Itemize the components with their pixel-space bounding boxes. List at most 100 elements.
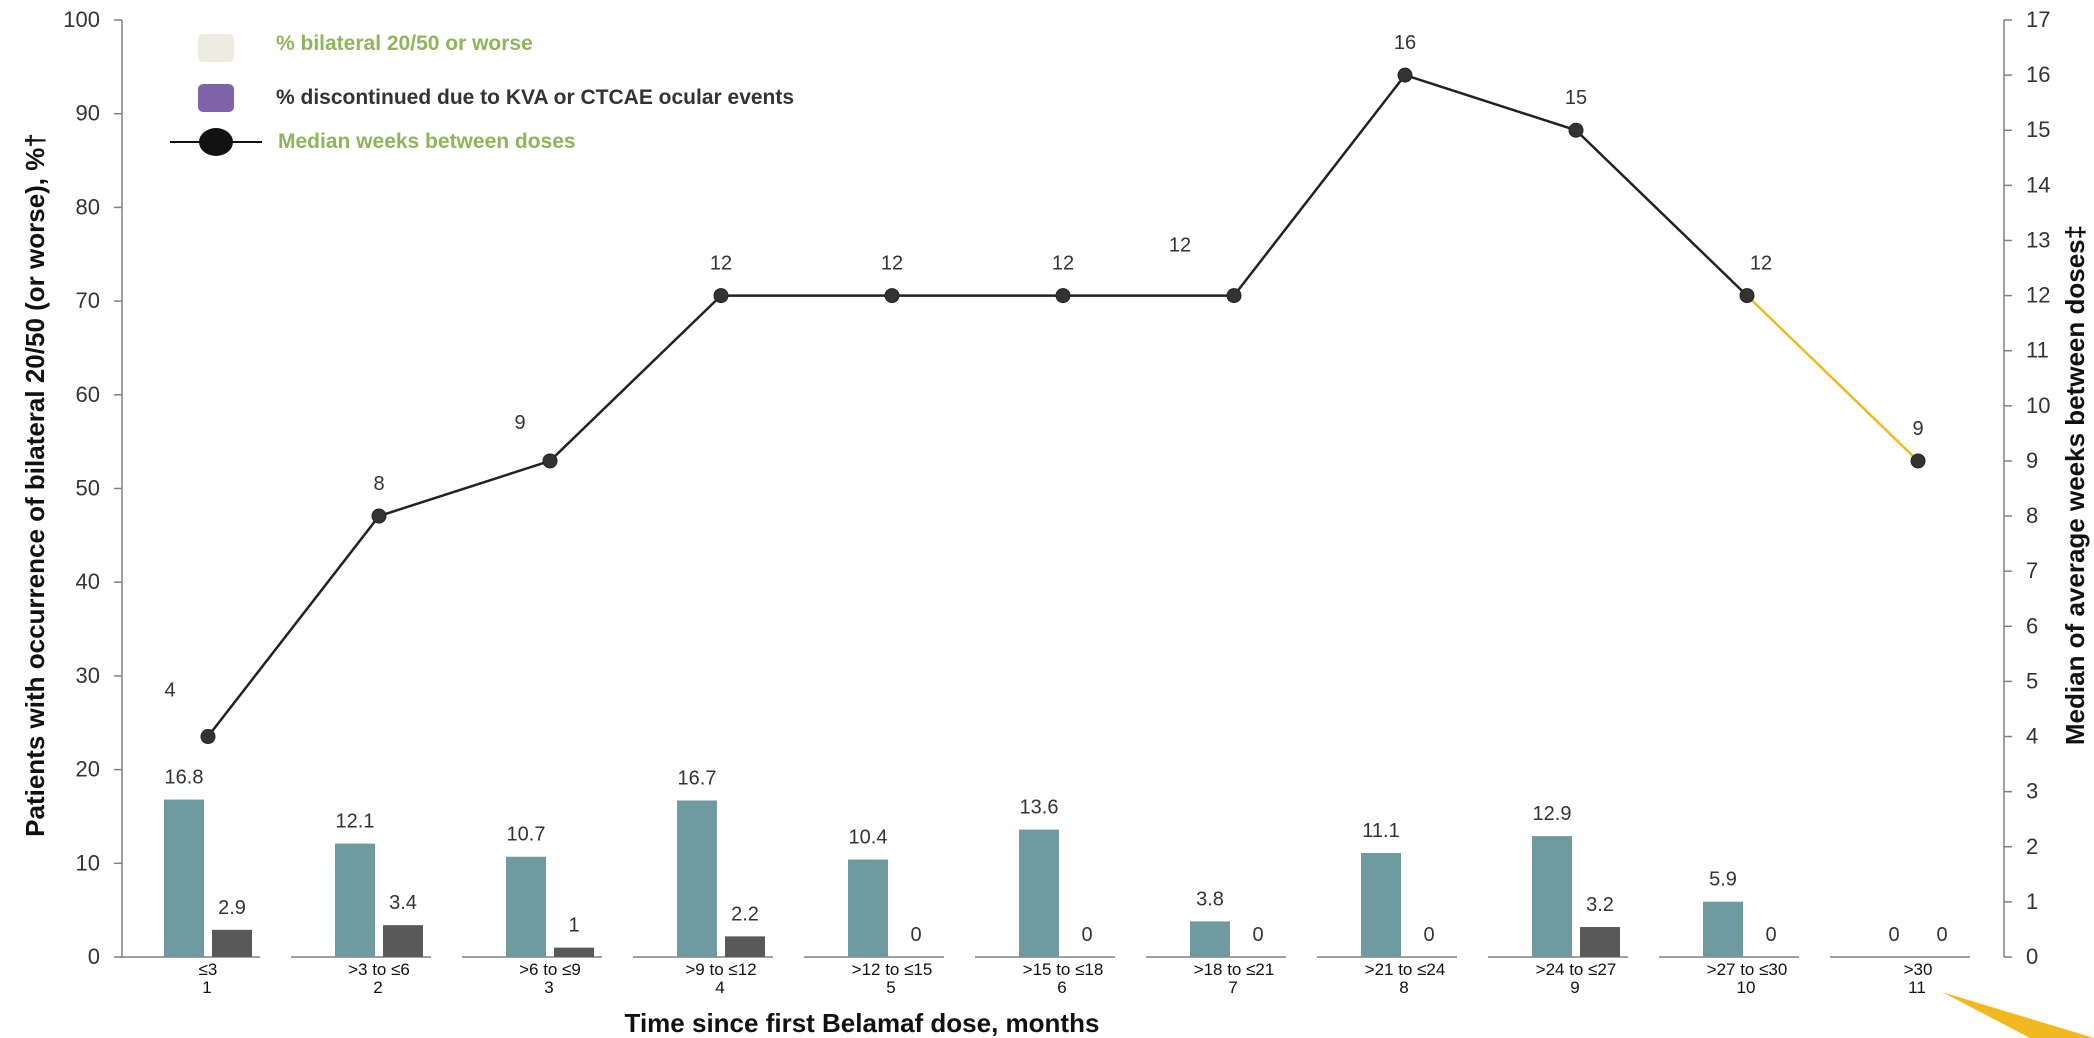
line-point-label: 8	[373, 473, 384, 495]
bar-bilateral	[848, 859, 888, 957]
bar-discontinued-label: 0	[1936, 924, 1947, 946]
bar-bilateral-label: 10.4	[849, 827, 888, 849]
line-point	[1910, 453, 1926, 469]
y2-tick-label: 5	[2026, 668, 2038, 693]
category-number: 2	[373, 978, 382, 997]
line-segment	[1404, 73, 1577, 132]
bar-discontinued-label: 0	[1252, 924, 1263, 946]
bar-bilateral-label: 5.9	[1709, 869, 1737, 891]
y-tick-label: 100	[63, 7, 100, 32]
line-point-label: 12	[881, 253, 903, 275]
category-number: 6	[1057, 978, 1066, 997]
y-tick-label: 60	[76, 382, 100, 407]
bar-bilateral-label: 12.1	[336, 811, 375, 833]
bar-discontinued-label: 0	[1081, 924, 1092, 946]
bar-bilateral-label: 10.7	[507, 824, 546, 846]
y2-tick-label: 15	[2026, 117, 2050, 142]
category-label: >24 to ≤27	[1536, 960, 1617, 979]
line-segment	[378, 459, 551, 518]
y2-tick-label: 2	[2026, 834, 2038, 859]
bar-bilateral	[335, 843, 375, 957]
line-point-label: 16	[1394, 32, 1416, 54]
category-number: 7	[1228, 978, 1237, 997]
bar-bilateral	[1361, 852, 1401, 957]
y2-tick-label: 17	[2026, 7, 2050, 32]
bar-discontinued-label: 2.9	[218, 897, 246, 919]
line-point-label: 12	[1052, 253, 1074, 275]
bar-bilateral-label: 13.6	[1020, 797, 1059, 819]
y-tick-label: 10	[76, 850, 100, 875]
line-point-label: 15	[1565, 87, 1587, 109]
legend: % bilateral 20/50 or worse % discontinued…	[170, 32, 794, 156]
bar-bilateral	[1019, 829, 1059, 957]
bar-discontinued	[725, 936, 765, 957]
y-tick-label: 90	[76, 101, 100, 126]
y2-tick-label: 7	[2026, 558, 2038, 583]
y-tick-label: 70	[76, 288, 100, 313]
y2-tick-label: 1	[2026, 889, 2038, 914]
median-line	[200, 67, 1926, 745]
category-number: 11	[1908, 978, 1926, 997]
category-number: 8	[1399, 978, 1408, 997]
line-point-label: 4	[164, 680, 175, 702]
x-axis-title: Time since first Belamaf dose, months	[625, 1008, 1100, 1038]
y2-axis-title: Median of average weeks between doses‡	[2060, 225, 2090, 745]
category-label: >6 to ≤9	[519, 960, 581, 979]
line-point	[1397, 67, 1413, 83]
bar-discontinued-label: 1	[568, 915, 579, 937]
legend-label-bilateral: % bilateral 20/50 or worse	[276, 32, 533, 55]
legend-swatch-bilateral	[198, 34, 234, 62]
y2-tick-label: 4	[2026, 724, 2038, 749]
line-point	[1739, 288, 1755, 304]
bar-bilateral-label: 0	[1888, 924, 1899, 946]
corner-arrow-decoration	[1942, 992, 2094, 1038]
y2-tick-label: 0	[2026, 944, 2038, 969]
y2-tick-label: 6	[2026, 613, 2038, 638]
line-point	[200, 729, 216, 745]
bar-bilateral-label: 11.1	[1362, 820, 1399, 842]
y2-tick-label: 3	[2026, 779, 2038, 804]
y-axis-title: Patients with occurrence of bilateral 20…	[20, 133, 50, 837]
line-point	[884, 288, 900, 304]
category-label: >30	[1904, 960, 1933, 979]
category-label: >27 to ≤30	[1707, 960, 1788, 979]
category-label: >12 to ≤15	[852, 960, 933, 979]
axes: 0102030405060708090100012345678910111213…	[63, 7, 2050, 969]
bar-discontinued	[554, 947, 594, 957]
bar-discontinued-label: 0	[1765, 924, 1776, 946]
bar-discontinued-label: 3.2	[1586, 894, 1614, 916]
line-segment	[1746, 294, 1919, 462]
bar-discontinued	[212, 929, 252, 957]
y-tick-label: 50	[76, 476, 100, 501]
bar-bilateral	[1190, 921, 1230, 957]
y2-tick-label: 11	[2026, 338, 2049, 363]
category-label: ≤3	[199, 960, 218, 979]
bar-bilateral-label: 3.8	[1196, 888, 1224, 910]
y2-tick-label: 9	[2026, 448, 2038, 473]
category-label: >18 to ≤21	[1194, 960, 1275, 979]
y2-tick-label: 12	[2026, 283, 2050, 308]
category-number: 10	[1737, 978, 1756, 997]
legend-swatch-discontinued	[198, 84, 234, 112]
y2-tick-label: 14	[2026, 172, 2050, 197]
line-point-label: 12	[1169, 235, 1191, 257]
bar-bilateral-label: 16.7	[678, 768, 717, 790]
bar-discontinued-label: 2.2	[731, 903, 759, 925]
category-number: 1	[202, 978, 211, 997]
bar-discontinued	[383, 925, 423, 957]
line-segment	[207, 515, 380, 738]
category-number: 9	[1570, 978, 1579, 997]
y2-tick-label: 16	[2026, 62, 2050, 87]
line-point	[1055, 288, 1071, 304]
category-number: 3	[544, 978, 553, 997]
bar-discontinued	[1580, 927, 1620, 957]
bar-bilateral	[1703, 901, 1743, 957]
line-segment	[1575, 129, 1748, 297]
legend-marker	[199, 128, 233, 156]
line-point-label: 12	[1750, 253, 1772, 275]
bar-bilateral	[506, 856, 546, 957]
category-label: >15 to ≤18	[1023, 960, 1104, 979]
line-segment	[1233, 74, 1406, 297]
data-labels: 16.8 2.9 12.1 3.4 10.7 1 16.7 2.2 10.4 0 13.6 0 3.8 0…	[164, 32, 1947, 946]
